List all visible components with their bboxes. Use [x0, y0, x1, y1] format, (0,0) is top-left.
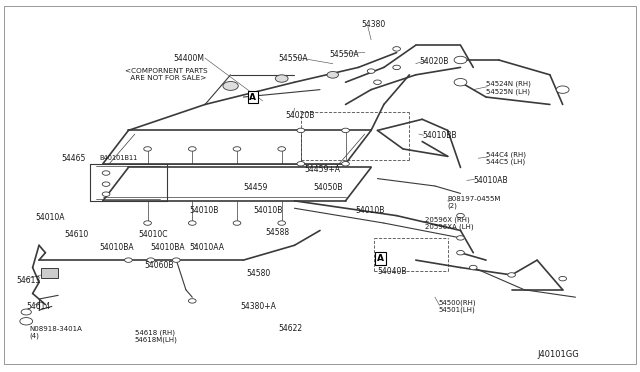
- Text: 54613: 54613: [17, 276, 41, 285]
- Text: 54524N (RH)
54525N (LH): 54524N (RH) 54525N (LH): [486, 81, 531, 95]
- Circle shape: [278, 221, 285, 225]
- Text: 54588: 54588: [266, 228, 290, 237]
- Text: 54010BA: 54010BA: [151, 243, 186, 251]
- Circle shape: [173, 258, 180, 262]
- Text: 20596X (RH)
20596XA (LH): 20596X (RH) 20596XA (LH): [426, 216, 474, 230]
- Circle shape: [144, 221, 152, 225]
- Text: 54010B: 54010B: [355, 206, 385, 215]
- Circle shape: [223, 81, 238, 90]
- Circle shape: [454, 56, 467, 64]
- Circle shape: [556, 86, 569, 93]
- Circle shape: [367, 69, 375, 73]
- Text: 54060B: 54060B: [145, 261, 174, 270]
- Circle shape: [508, 273, 515, 277]
- Text: 54010B: 54010B: [253, 206, 282, 215]
- Text: 54580: 54580: [246, 269, 271, 278]
- Circle shape: [147, 258, 155, 262]
- Text: 54459+A: 54459+A: [304, 165, 340, 174]
- Text: 54010BA: 54010BA: [100, 243, 134, 251]
- Circle shape: [457, 235, 465, 240]
- Text: J40101GG: J40101GG: [537, 350, 579, 359]
- FancyBboxPatch shape: [41, 268, 58, 278]
- Circle shape: [278, 147, 285, 151]
- Circle shape: [188, 221, 196, 225]
- Text: N08918-3401A
(4): N08918-3401A (4): [29, 326, 83, 339]
- Text: 54465: 54465: [61, 154, 86, 163]
- Text: B40101B11: B40101B11: [100, 155, 138, 161]
- Text: 54010BB: 54010BB: [422, 131, 457, 141]
- Text: 54050B: 54050B: [314, 183, 343, 192]
- Text: 54010AA: 54010AA: [189, 243, 224, 251]
- Circle shape: [102, 171, 110, 175]
- Circle shape: [454, 78, 467, 86]
- Text: 54010B: 54010B: [189, 206, 218, 215]
- Circle shape: [457, 250, 465, 255]
- Text: 54550A: 54550A: [330, 50, 359, 59]
- Circle shape: [125, 258, 132, 262]
- Text: 544C4 (RH)
544C5 (LH): 544C4 (RH) 544C5 (LH): [486, 151, 526, 165]
- Text: A: A: [250, 93, 257, 102]
- Circle shape: [393, 65, 401, 70]
- Text: 54618 (RH)
54618M(LH): 54618 (RH) 54618M(LH): [135, 329, 178, 343]
- Circle shape: [21, 309, 31, 315]
- Text: 54614: 54614: [26, 302, 51, 311]
- Circle shape: [457, 214, 465, 218]
- Circle shape: [20, 318, 33, 325]
- Circle shape: [233, 221, 241, 225]
- Text: 54500(RH)
54501(LH): 54500(RH) 54501(LH): [438, 299, 476, 314]
- Circle shape: [342, 128, 349, 133]
- Text: 54459: 54459: [243, 183, 268, 192]
- Circle shape: [275, 75, 288, 82]
- Text: 54020B: 54020B: [285, 111, 314, 120]
- Text: 54380+A: 54380+A: [240, 302, 276, 311]
- Text: 54550A: 54550A: [278, 54, 308, 62]
- Circle shape: [559, 276, 566, 281]
- Text: 54380: 54380: [362, 20, 386, 29]
- Circle shape: [327, 71, 339, 78]
- Circle shape: [102, 192, 110, 196]
- Circle shape: [188, 147, 196, 151]
- Text: 54010AB: 54010AB: [473, 176, 508, 185]
- Text: 54020B: 54020B: [419, 57, 449, 66]
- Circle shape: [469, 265, 477, 270]
- Circle shape: [374, 80, 381, 84]
- Text: 54622: 54622: [278, 324, 303, 333]
- Circle shape: [233, 147, 241, 151]
- Text: A: A: [377, 254, 384, 263]
- Text: 54400M: 54400M: [173, 54, 205, 62]
- Circle shape: [188, 299, 196, 303]
- Circle shape: [297, 161, 305, 166]
- Text: <COMPORNENT PARTS
 ARE NOT FOR SALE>: <COMPORNENT PARTS ARE NOT FOR SALE>: [125, 68, 208, 81]
- Text: 54010A: 54010A: [36, 213, 65, 222]
- Circle shape: [297, 128, 305, 133]
- Text: 54610: 54610: [65, 230, 89, 239]
- Text: 54040B: 54040B: [378, 267, 407, 276]
- Circle shape: [144, 147, 152, 151]
- Circle shape: [342, 161, 349, 166]
- Text: 54010C: 54010C: [138, 230, 168, 239]
- Circle shape: [393, 46, 401, 51]
- Text: B08197-0455M
(2): B08197-0455M (2): [448, 196, 501, 209]
- Circle shape: [102, 182, 110, 186]
